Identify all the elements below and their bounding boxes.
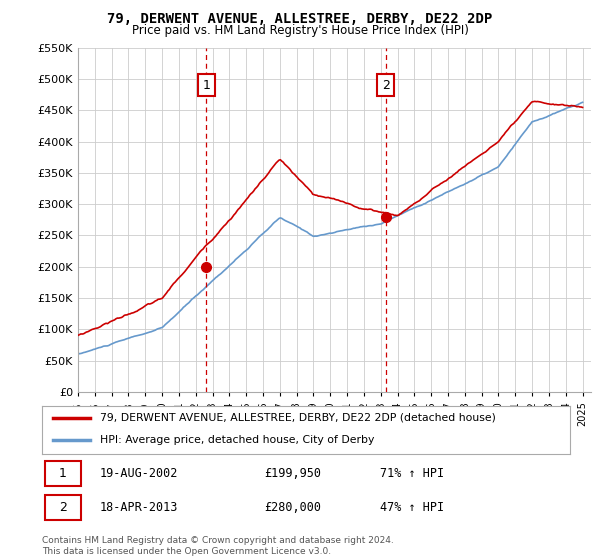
- Text: 1: 1: [202, 78, 210, 92]
- Text: 79, DERWENT AVENUE, ALLESTREE, DERBY, DE22 2DP: 79, DERWENT AVENUE, ALLESTREE, DERBY, DE…: [107, 12, 493, 26]
- Text: 2: 2: [382, 78, 389, 92]
- Text: 1: 1: [59, 467, 67, 480]
- Text: 47% ↑ HPI: 47% ↑ HPI: [380, 501, 444, 514]
- Text: 2: 2: [59, 501, 67, 514]
- Text: 19-AUG-2002: 19-AUG-2002: [100, 467, 178, 480]
- FancyBboxPatch shape: [44, 461, 80, 486]
- Text: 18-APR-2013: 18-APR-2013: [100, 501, 178, 514]
- Text: 71% ↑ HPI: 71% ↑ HPI: [380, 467, 444, 480]
- Text: 79, DERWENT AVENUE, ALLESTREE, DERBY, DE22 2DP (detached house): 79, DERWENT AVENUE, ALLESTREE, DERBY, DE…: [100, 413, 496, 423]
- Text: Contains HM Land Registry data © Crown copyright and database right 2024.
This d: Contains HM Land Registry data © Crown c…: [42, 536, 394, 556]
- Text: HPI: Average price, detached house, City of Derby: HPI: Average price, detached house, City…: [100, 435, 374, 445]
- Text: £199,950: £199,950: [264, 467, 321, 480]
- Text: Price paid vs. HM Land Registry's House Price Index (HPI): Price paid vs. HM Land Registry's House …: [131, 24, 469, 37]
- FancyBboxPatch shape: [44, 495, 80, 520]
- Text: £280,000: £280,000: [264, 501, 321, 514]
